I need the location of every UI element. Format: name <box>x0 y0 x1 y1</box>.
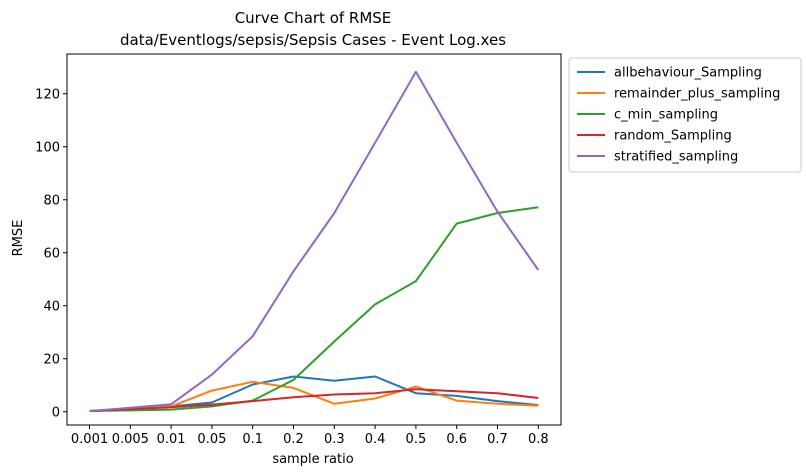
y-axis-label: RMSE <box>11 220 26 257</box>
x-tick-label: 0.2 <box>283 432 304 447</box>
y-tick-label: 60 <box>43 246 60 261</box>
x-tick-label: 0.05 <box>197 432 226 447</box>
x-tick-label: 0.01 <box>157 432 186 447</box>
series-line-random_Sampling <box>89 388 539 412</box>
x-tick-label: 0.5 <box>406 432 427 447</box>
series-line-stratified_sampling <box>89 70 540 412</box>
legend-label: stratified_sampling <box>614 150 738 165</box>
x-tick-label: 0.005 <box>112 432 149 447</box>
x-tick-label: 0.6 <box>446 432 467 447</box>
chart-title: Curve Chart of RMSE <box>235 9 392 27</box>
legend: allbehaviour_Sampling remainder_plus_samp… <box>568 57 802 173</box>
x-axis-label: sample ratio <box>272 452 353 467</box>
x-tick-label: 0.8 <box>528 432 549 447</box>
y-tick-label: 100 <box>35 140 60 155</box>
plot-area: 0.001 0.005 0.01 0.05 0.1 0.2 0.3 0.4 0.5 0.6 0.7 0… <box>35 53 562 447</box>
legend-box <box>568 57 802 173</box>
y-tick-label: 80 <box>43 193 60 208</box>
x-tick-label: 0.001 <box>71 432 108 447</box>
y-tick-label: 0 <box>52 405 60 420</box>
legend-label: c_min_sampling <box>614 108 718 123</box>
legend-label: remainder_plus_sampling <box>614 87 780 102</box>
x-tick-label: 0.7 <box>487 432 508 447</box>
x-tick-label: 0.4 <box>365 432 386 447</box>
x-tick-label: 0.1 <box>242 432 263 447</box>
y-tick-label: 40 <box>43 299 60 314</box>
x-tick-label: 0.3 <box>324 432 345 447</box>
axes-frame <box>66 53 562 426</box>
legend-label: allbehaviour_Sampling <box>614 66 762 81</box>
y-tick-label: 20 <box>43 352 60 367</box>
legend-label: random_Sampling <box>614 129 732 144</box>
y-tick-label: 120 <box>35 87 60 102</box>
chart-subtitle: data/Eventlogs/sepsis/Sepsis Cases - Eve… <box>120 31 506 49</box>
series-line-c_min_sampling <box>89 206 539 412</box>
